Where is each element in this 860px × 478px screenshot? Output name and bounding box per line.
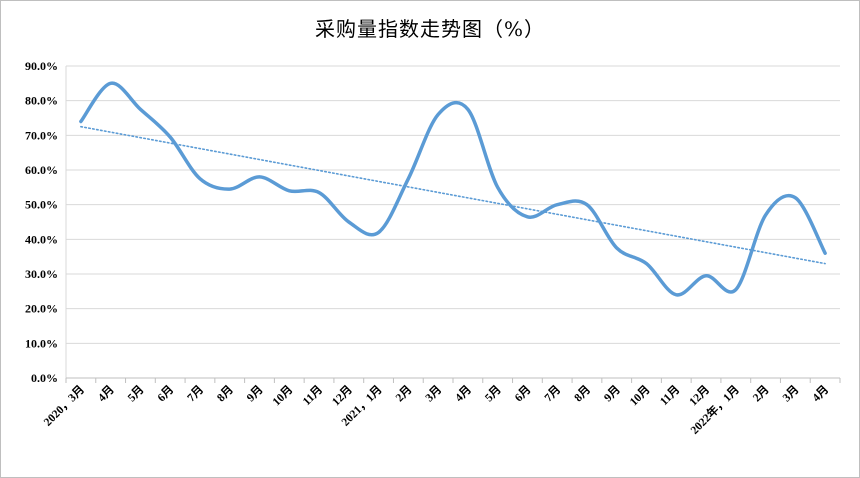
data-point	[764, 214, 767, 217]
y-tick-label: 30.0%	[25, 267, 58, 281]
x-tick-label: 3月	[780, 383, 801, 404]
data-point	[705, 274, 708, 277]
data-point	[198, 177, 201, 180]
chart-title: 采购量指数走势图（%）	[314, 17, 545, 41]
data-point	[139, 108, 142, 111]
x-tick-label: 7月	[542, 383, 563, 404]
x-tick-label: 7月	[185, 383, 206, 404]
x-tick-label: 10月	[270, 383, 295, 408]
data-point	[437, 113, 440, 116]
x-tick-label: 8月	[214, 383, 235, 404]
x-tick-label: 2月	[750, 383, 771, 404]
y-tick-label: 80.0%	[25, 94, 58, 108]
x-tick-label: 6月	[155, 383, 176, 404]
x-tick-label: 11月	[300, 383, 325, 408]
x-tick-label: 2022年，1月	[687, 382, 742, 437]
y-tick-label: 70.0%	[25, 128, 58, 142]
data-point	[288, 189, 291, 192]
series-line	[79, 81, 827, 297]
y-tick-label: 90.0%	[25, 59, 58, 73]
data-point	[377, 231, 380, 234]
data-point	[109, 82, 112, 85]
x-tick-label: 5月	[482, 383, 503, 404]
data-point	[794, 196, 797, 199]
data-point	[258, 175, 261, 178]
data-point	[585, 203, 588, 206]
x-tick-label: 5月	[125, 383, 146, 404]
data-point	[556, 203, 559, 206]
data-point	[824, 252, 827, 255]
x-tick-label: 2月	[393, 383, 414, 404]
x-tick-label: 12月	[687, 383, 712, 408]
data-point	[615, 247, 618, 250]
x-tick-label: 11月	[657, 383, 682, 408]
data-point	[318, 191, 321, 194]
x-tick-label: 8月	[572, 383, 593, 404]
y-tick-label: 40.0%	[25, 232, 58, 246]
x-tick-label: 10月	[627, 383, 652, 408]
y-tick-label: 60.0%	[25, 163, 58, 177]
plot-area	[79, 81, 827, 297]
grid-lines	[66, 65, 840, 379]
x-tick-label: 3月	[423, 383, 444, 404]
data-point	[645, 262, 648, 265]
x-tick-label: 4月	[453, 383, 474, 404]
x-tick-label: 4月	[810, 383, 831, 404]
data-point	[734, 288, 737, 291]
y-tick-label: 10.0%	[25, 336, 58, 350]
data-point	[347, 221, 350, 224]
y-axis: 0.0% 10.0% 20.0% 30.0% 40.0% 50.0% 60.0% 70.0% 8…	[25, 59, 67, 385]
data-point	[228, 188, 231, 191]
y-tick-label: 50.0%	[25, 198, 58, 212]
x-tick-label: 2020，3月	[41, 383, 87, 429]
x-tick-label: 6月	[512, 383, 533, 404]
x-tick-label: 9月	[244, 383, 265, 404]
data-point	[675, 293, 678, 296]
x-tick-label: 12月	[329, 383, 354, 408]
trendline	[80, 125, 826, 265]
x-tick-label: 4月	[95, 383, 116, 404]
data-point	[79, 120, 82, 123]
x-tick-label: 9月	[601, 383, 622, 404]
y-tick-label: 0.0%	[31, 371, 58, 385]
data-point	[169, 136, 172, 139]
data-point	[496, 186, 499, 189]
data-point	[407, 177, 410, 180]
y-tick-label: 20.0%	[25, 302, 58, 316]
data-point	[526, 215, 529, 218]
data-point	[466, 108, 469, 111]
